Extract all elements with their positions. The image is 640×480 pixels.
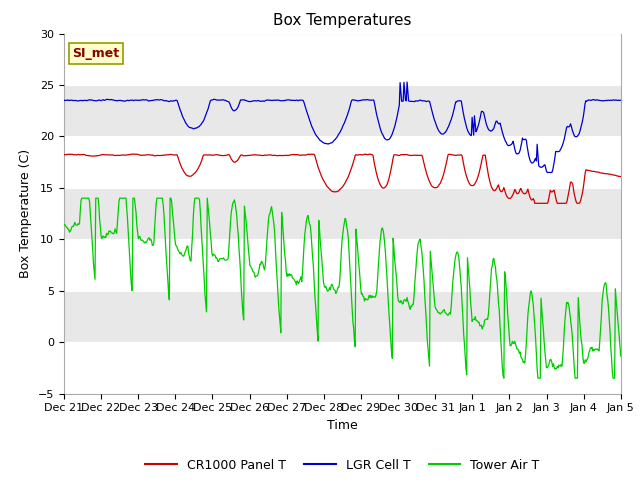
- Text: SI_met: SI_met: [72, 47, 120, 60]
- Y-axis label: Box Temperature (C): Box Temperature (C): [19, 149, 33, 278]
- Legend: CR1000 Panel T, LGR Cell T, Tower Air T: CR1000 Panel T, LGR Cell T, Tower Air T: [140, 454, 545, 477]
- Bar: [64, 34, 621, 85]
- Bar: [64, 240, 621, 291]
- Bar: [64, 342, 621, 394]
- Title: Box Temperatures: Box Temperatures: [273, 13, 412, 28]
- X-axis label: Time: Time: [327, 419, 358, 432]
- Bar: [64, 136, 621, 188]
